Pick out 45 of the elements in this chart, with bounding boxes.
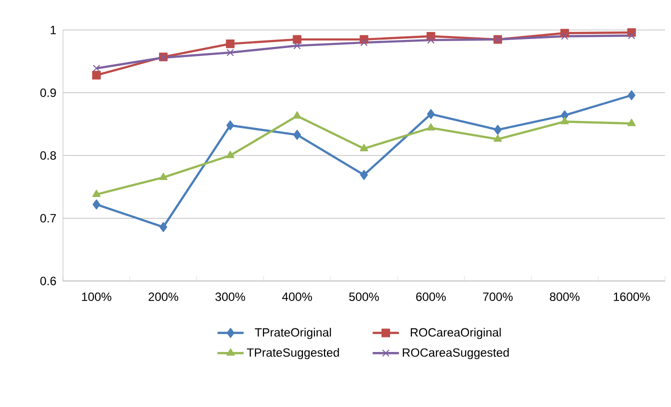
point xyxy=(159,222,168,232)
point xyxy=(159,172,168,180)
point xyxy=(560,116,569,124)
legend-label: TPrateSuggested xyxy=(246,348,339,360)
point xyxy=(92,199,100,210)
point xyxy=(92,70,101,80)
point xyxy=(628,32,636,40)
legend-label: TPrateOriginal xyxy=(254,328,331,339)
y-tick-label: 0.6 xyxy=(40,276,56,286)
point xyxy=(427,36,435,44)
point xyxy=(293,42,301,50)
x-tick-label: 500% xyxy=(349,292,379,301)
x-tick-label: 600% xyxy=(416,292,446,301)
point xyxy=(360,170,368,180)
x-tick-label: 1600% xyxy=(614,292,650,301)
y-tick-label: 0.8 xyxy=(40,151,56,160)
y-tick-label: 1 xyxy=(50,26,56,34)
legend-label: ROCareaSuggested xyxy=(402,348,509,360)
point xyxy=(292,111,302,119)
y-tick-label: 0.7 xyxy=(40,214,56,222)
point xyxy=(628,90,636,100)
x-tick-label: 400% xyxy=(282,292,312,301)
point xyxy=(293,130,301,140)
point xyxy=(494,134,502,142)
point xyxy=(560,32,568,40)
point xyxy=(92,190,101,198)
point xyxy=(627,118,636,126)
point xyxy=(226,48,234,56)
point xyxy=(292,35,302,44)
x-tick-label: 800% xyxy=(550,292,580,301)
point xyxy=(494,124,502,135)
legend-label: ROCareaOriginal xyxy=(410,328,501,339)
point xyxy=(426,123,436,130)
point xyxy=(226,120,234,130)
point xyxy=(92,64,100,72)
y-tick-label: 0.9 xyxy=(40,88,56,97)
point xyxy=(226,150,234,158)
x-tick-label: 200% xyxy=(148,292,178,301)
x-tick-label: 700% xyxy=(483,292,513,301)
point xyxy=(427,109,435,120)
x-tick-label: 300% xyxy=(215,292,246,301)
point xyxy=(360,144,368,152)
point xyxy=(360,38,368,46)
point xyxy=(226,40,235,48)
x-tick-label: 100% xyxy=(82,292,112,301)
